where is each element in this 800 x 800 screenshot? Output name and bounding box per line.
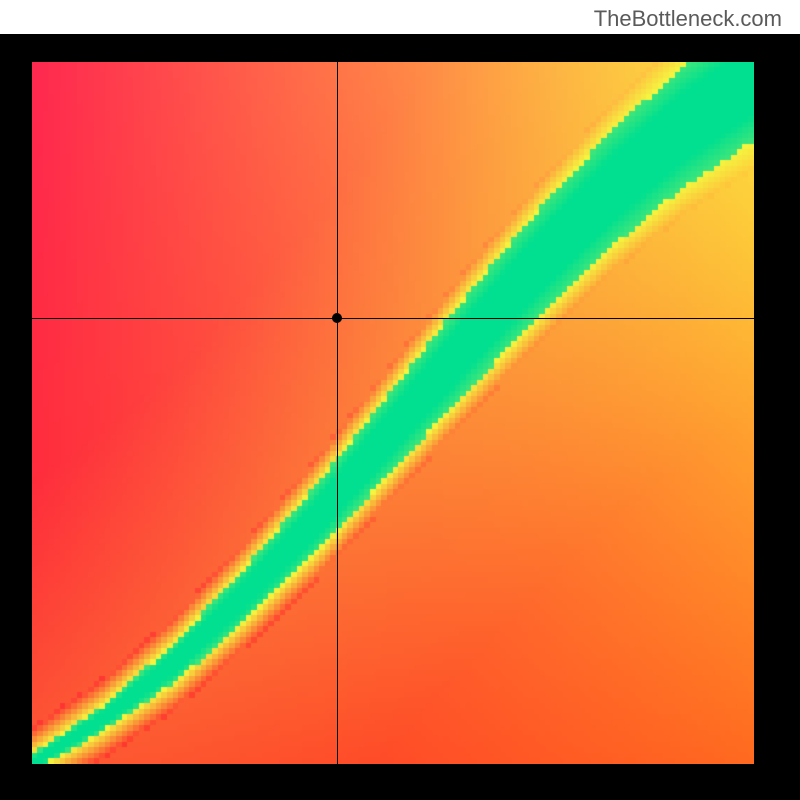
watermark-text: TheBottleneck.com bbox=[594, 6, 782, 32]
heatmap-plot-area bbox=[32, 62, 754, 764]
crosshair-horizontal-line bbox=[32, 318, 754, 319]
crosshair-vertical-line bbox=[337, 62, 338, 764]
crosshair-marker-dot bbox=[332, 313, 342, 323]
heatmap-canvas bbox=[32, 62, 754, 764]
